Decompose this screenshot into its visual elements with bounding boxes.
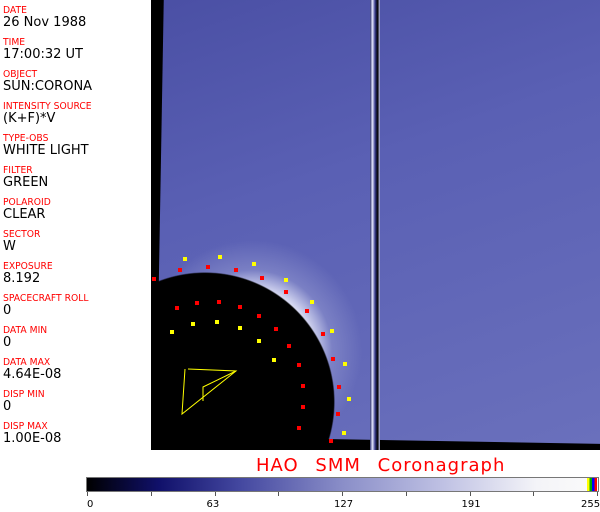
region-outline (181, 368, 238, 416)
field-value: (K+F)*V (3, 111, 56, 126)
overlay-point (331, 357, 336, 362)
overlay-point (205, 265, 210, 269)
field-label: TYPE-OBS (3, 133, 49, 144)
colorbar-tick-label: 191 (461, 499, 481, 510)
overlay-point (260, 276, 265, 281)
overlay-point (273, 327, 278, 332)
overlay-point (191, 321, 196, 326)
coronagraph-image[interactable] (152, 0, 600, 450)
overlay-point (152, 277, 157, 282)
colorbar-tick (214, 492, 216, 496)
field-label: EXPOSURE (3, 261, 53, 272)
overlay-point (283, 277, 288, 282)
overlay-point (287, 343, 292, 348)
field-value: 4.64E-08 (3, 367, 62, 382)
overlay-point (237, 305, 242, 310)
colorbar-tick (342, 492, 343, 496)
field-label: OBJECT (3, 69, 38, 80)
field-label: DISP MIN (3, 389, 45, 400)
overlay-point (296, 426, 301, 431)
overlay-point (320, 331, 325, 336)
colorbar-tick (597, 492, 598, 496)
overlay-point (233, 267, 238, 272)
field-label: DATA MIN (3, 325, 48, 336)
colorbar-tick-label: 255 (581, 499, 600, 510)
colorbar-tick-label: 127 (334, 499, 354, 510)
field-value: GREEN (3, 175, 49, 190)
overlay-point (346, 396, 351, 401)
field-value: 17:00:32 UT (3, 47, 83, 62)
overlay-point (252, 262, 256, 267)
overlay-point (329, 439, 334, 444)
overlay-point (256, 314, 261, 319)
field-value: CLEAR (3, 207, 46, 222)
colorbar-tick-label: 63 (206, 499, 220, 510)
colorbar (86, 477, 599, 492)
overlay-point (178, 268, 183, 273)
field-label: FILTER (3, 165, 33, 176)
field-value: 0 (3, 399, 12, 414)
colorbar-markers (587, 478, 597, 491)
field-value: 8.192 (3, 271, 41, 286)
colorbar-tick (278, 492, 280, 496)
colorbar-tick (405, 492, 407, 496)
field-label: DATE (3, 5, 27, 16)
field-label: INTENSITY SOURCE (3, 101, 92, 112)
field-value: 26 Nov 1988 (3, 15, 87, 30)
field-label: SECTOR (3, 229, 41, 240)
field-label: DISP MAX (3, 421, 48, 432)
overlay-point (284, 290, 289, 295)
field-value: SUN:CORONA (3, 79, 93, 94)
colorbar-tick-label: 0 (87, 499, 94, 510)
overlay-point (342, 431, 347, 436)
overlay-point (335, 412, 340, 417)
overlay-point (304, 309, 309, 314)
colorbar-tick (533, 492, 535, 496)
overlay-point (336, 384, 341, 389)
field-label: DATA MAX (3, 357, 51, 368)
field-value: 0 (3, 303, 12, 318)
field-value: 0 (3, 335, 12, 350)
colorbar-tick (469, 492, 471, 496)
field-label: POLAROID (3, 197, 51, 208)
header-info-panel: DATE 26 Nov 1988 TIME 17:00:32 UT OBJECT SUN:… (0, 0, 152, 450)
overlay-point (182, 257, 187, 262)
overlay-point (296, 363, 301, 368)
field-label: TIME (3, 37, 26, 48)
region-outline-inner (202, 370, 237, 401)
overlay-point (310, 300, 315, 305)
overlay-point (216, 300, 221, 305)
colorbar-tick (150, 492, 152, 496)
overlay-point (342, 361, 347, 366)
overlay-point (330, 329, 335, 333)
overlay-point (214, 320, 219, 325)
overlay-point (301, 405, 306, 410)
overlay-point (174, 305, 179, 310)
overlay-point (217, 255, 222, 260)
overlay-point (301, 383, 306, 388)
field-value: W (3, 239, 16, 254)
field-label: SPACECRAFT ROLL (3, 293, 89, 304)
overlay-point (271, 357, 276, 362)
overlay-point (257, 339, 262, 344)
overlay-point (195, 300, 200, 305)
colorbar-tick (87, 492, 88, 496)
plot-title: HAO SMM Coronagraph (256, 455, 506, 476)
overlay-annotations (181, 368, 238, 416)
overlay-point (169, 330, 174, 335)
overlay-point (237, 326, 242, 331)
field-value: WHITE LIGHT (3, 143, 89, 158)
field-value: 1.00E-08 (3, 431, 62, 446)
